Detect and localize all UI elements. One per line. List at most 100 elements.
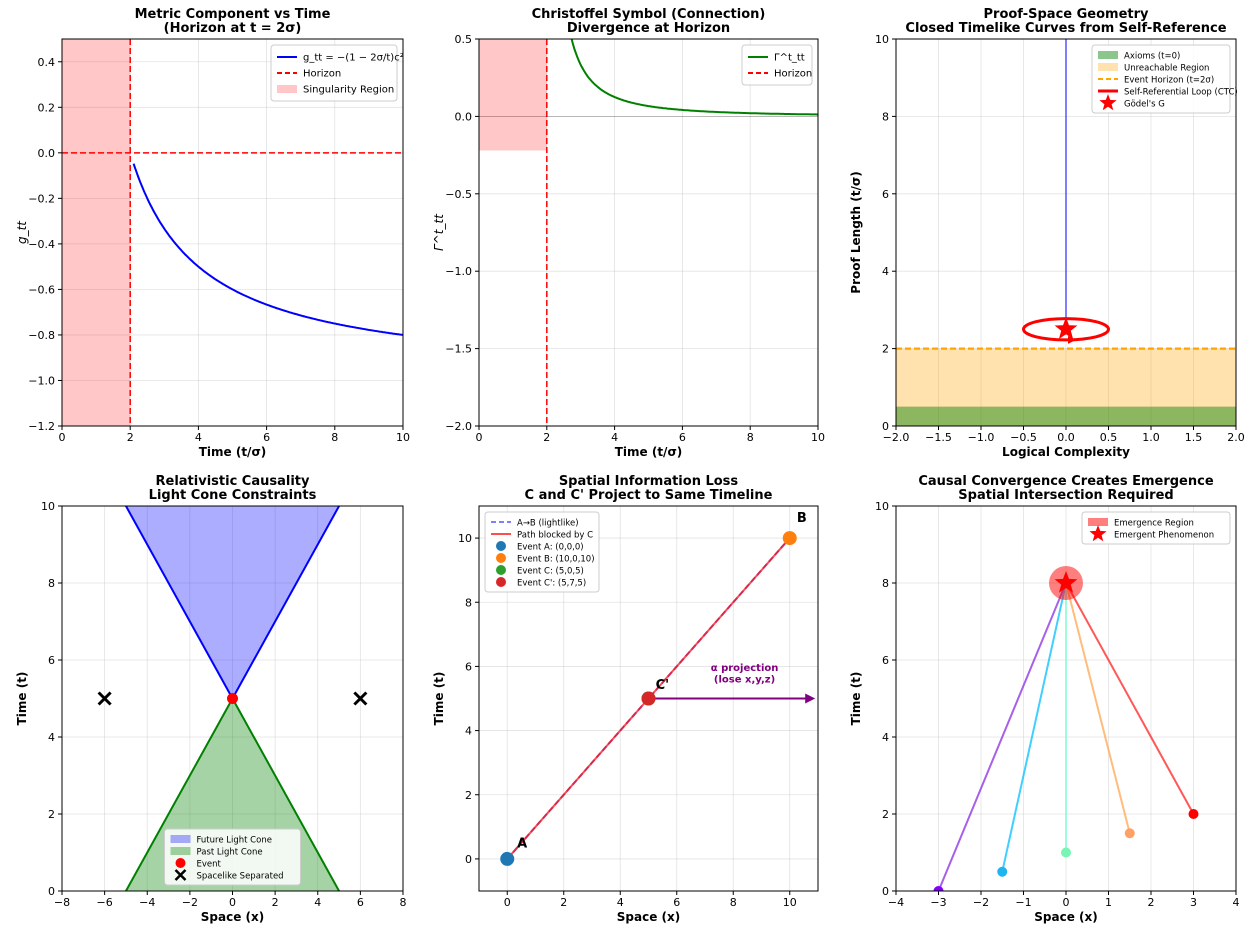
x-tick-label: 2 <box>272 896 279 909</box>
y-tick-label: −1.5 <box>445 343 472 356</box>
legend-box <box>741 44 813 86</box>
x-tick-label: −1.0 <box>968 431 995 444</box>
legend: Future Light Cone Past Light Cone Event Spa… <box>164 828 301 886</box>
y-axis-label: Time (t) <box>15 672 29 726</box>
cone-edge <box>125 698 234 891</box>
y-tick-label: 0 <box>882 885 889 898</box>
x-tick-label: 0 <box>476 431 483 444</box>
point-marker <box>641 691 656 706</box>
y-tick-label: 4 <box>882 731 889 744</box>
y-tick-label: 4 <box>882 265 889 278</box>
y-tick-label: 0 <box>882 420 889 433</box>
legend-dot <box>496 553 506 563</box>
axes-frame <box>478 505 819 892</box>
legend-box <box>1091 44 1231 114</box>
y-tick-label: 10 <box>41 500 55 513</box>
legend-label: Gödel's G <box>1124 100 1165 110</box>
y-tick-label: 0.0 <box>38 147 56 160</box>
legend-label: g_tt = −(1 − 2σ/t)c² <box>303 53 404 64</box>
x-tick-label: 0.5 <box>1100 431 1118 444</box>
legend-label: Event B: (10,0,10) <box>517 555 595 565</box>
x-tick-label: 0 <box>1063 896 1070 909</box>
y-tick-label: −1.0 <box>28 374 55 387</box>
legend-label: Event C: (5,0,5) <box>517 567 584 577</box>
annotation-label: B <box>797 511 807 526</box>
legend-label: Axioms (t=0) <box>1124 52 1180 62</box>
legend-label: Event Horizon (t=2σ) <box>1124 76 1214 86</box>
legend-patch <box>1098 63 1118 71</box>
star-marker <box>1054 571 1078 593</box>
chart-title: Relativistic Causality <box>156 474 311 489</box>
legend-label: Singularity Region <box>303 85 394 96</box>
y-tick-label: 2 <box>48 808 55 821</box>
legend-label: Event A: (0,0,0) <box>517 543 584 553</box>
x-tick-label: 1.5 <box>1185 431 1203 444</box>
point-marker <box>1124 828 1135 839</box>
y-axis-label: Time (t) <box>849 672 863 726</box>
x-tick-label: 3 <box>1190 896 1197 909</box>
star-marker <box>1054 317 1078 339</box>
legend-dot <box>496 577 506 587</box>
x-tick-label: 10 <box>811 431 825 444</box>
x-tick-label: 6 <box>673 896 680 909</box>
chart-title: Proof-Space Geometry <box>984 7 1150 22</box>
point-marker <box>500 851 515 866</box>
x-tick-label: 10 <box>396 431 410 444</box>
x-tick-label: 0 <box>229 896 236 909</box>
y-tick-label: 8 <box>465 596 472 609</box>
y-tick-label: 6 <box>48 654 55 667</box>
y-tick-label: 2 <box>882 808 889 821</box>
legend-box <box>164 828 301 886</box>
x-tick-label: 2.0 <box>1227 431 1245 444</box>
chart-title: Spatial Information Loss <box>559 474 739 489</box>
x-tick-label: 8 <box>331 431 338 444</box>
point-marker <box>1061 847 1071 858</box>
ctc-arrowhead <box>1068 335 1076 344</box>
path-segment <box>1065 582 1131 834</box>
x-tick-label: −4 <box>888 896 904 909</box>
y-tick-label: −1.2 <box>28 420 55 433</box>
series-line <box>570 39 818 116</box>
y-tick-label: 0 <box>48 885 55 898</box>
x-tick-label: 4 <box>1233 896 1240 909</box>
projection-arrowhead <box>805 693 816 704</box>
y-axis-label: g_tt <box>15 220 29 244</box>
y-tick-label: 8 <box>48 577 55 590</box>
x-tick-label: 4 <box>314 896 321 909</box>
y-tick-label: −0.2 <box>28 192 55 205</box>
point-marker <box>227 693 238 704</box>
x-tick-label: 4 <box>611 431 618 444</box>
x-tick-label: −0.5 <box>1010 431 1037 444</box>
legend-patch <box>277 85 297 93</box>
x-tick-label: −8 <box>54 896 70 909</box>
cone-edge <box>125 506 234 699</box>
legend-dot <box>496 541 506 551</box>
x-tick-label: 0 <box>504 896 511 909</box>
point-marker <box>997 866 1008 877</box>
x-tick-label: 1 <box>1105 896 1112 909</box>
path-segment <box>1065 582 1195 815</box>
legend-box <box>270 44 398 102</box>
y-tick-label: 10 <box>875 33 889 46</box>
x-tick-label: 4 <box>617 896 624 909</box>
x-tick-label: 4 <box>195 431 202 444</box>
legend-label: Self-Referential Loop (CTC) <box>1124 88 1238 98</box>
chart-title: C and C' Project to Same Timeline <box>525 488 773 503</box>
y-tick-label: 6 <box>882 654 889 667</box>
x-tick-label: 2 <box>1148 896 1155 909</box>
legend-label: Event <box>197 860 222 870</box>
y-tick-label: −1.0 <box>445 265 472 278</box>
y-tick-label: 10 <box>458 532 472 545</box>
y-tick-label: −0.4 <box>28 238 55 251</box>
x-tick-label: 0 <box>59 431 66 444</box>
y-tick-label: 8 <box>882 110 889 123</box>
annotation-label: C' <box>656 678 670 693</box>
region-1 <box>896 406 1236 426</box>
legend-label: A→B (lightlike) <box>517 519 579 529</box>
chart-2: Christoffel Symbol (Connection)Divergenc… <box>432 7 825 459</box>
legend: Γ^t_tt Horizon <box>741 44 813 86</box>
x-tick-label: 2 <box>543 431 550 444</box>
x-tick-label: −4 <box>139 896 155 909</box>
